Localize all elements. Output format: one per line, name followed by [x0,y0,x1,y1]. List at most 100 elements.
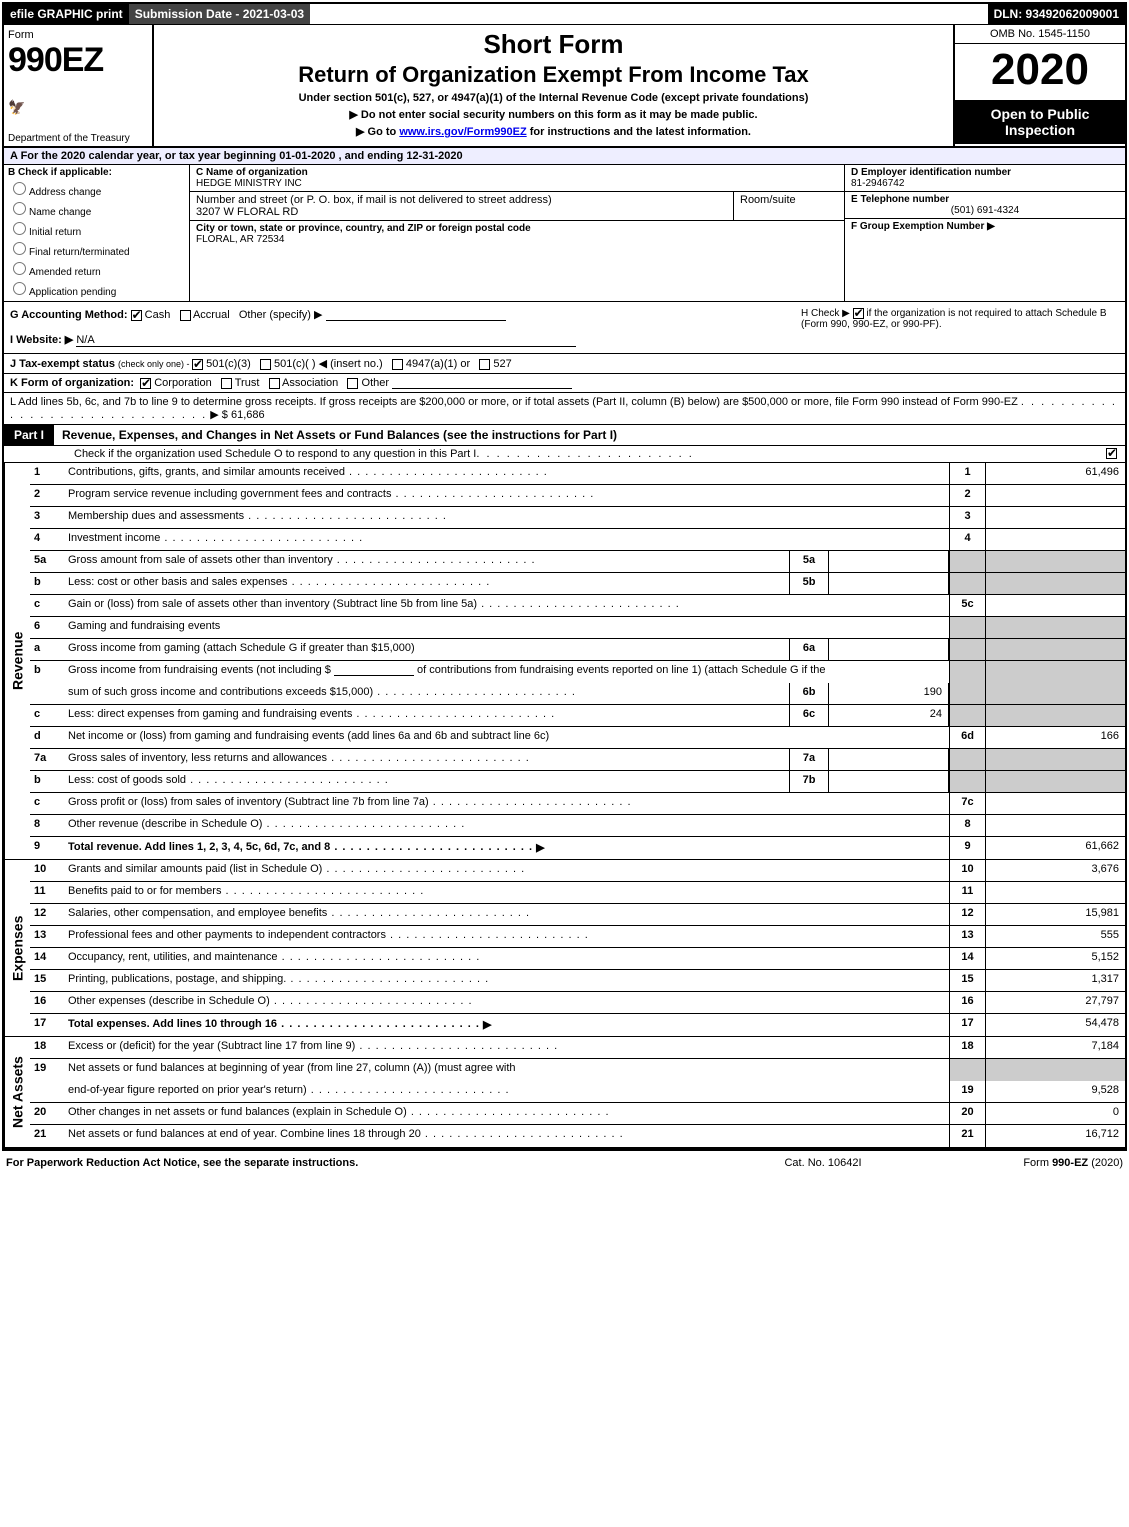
g-cash: Cash [145,309,171,321]
efile-print-button[interactable]: efile GRAPHIC print [4,4,129,24]
b-radio[interactable] [13,202,26,215]
b-radio[interactable] [13,242,26,255]
line-12: 12Salaries, other compensation, and empl… [30,904,1125,926]
h-pre: H Check ▶ [801,308,853,319]
website-value: N/A [76,334,576,347]
b-opt-pending[interactable]: Application pending [8,279,185,298]
j-501c-checkbox[interactable] [260,359,271,370]
line-10: 10Grants and similar amounts paid (list … [30,860,1125,882]
d-ein: D Employer identification number 81-2946… [845,165,1125,192]
amt-8 [985,815,1125,836]
ein-value: 81-2946742 [851,178,904,189]
j-4947-checkbox[interactable] [392,359,403,370]
line-13: 13Professional fees and other payments t… [30,926,1125,948]
block-b-c-def: B Check if applicable: Address change Na… [4,165,1125,302]
j-501c3-checkbox[interactable] [192,359,203,370]
b-radio[interactable] [13,222,26,235]
short-form-label: Short Form [162,29,945,60]
g-other-input[interactable] [326,309,506,321]
line-6a: a Gross income from gaming (attach Sched… [30,639,1125,661]
val-6c: 24 [829,705,949,726]
j-label: J Tax-exempt status [10,358,115,370]
footer-left: For Paperwork Reduction Act Notice, see … [6,1157,723,1169]
irs-link[interactable]: www.irs.gov/Form990EZ [399,126,526,138]
topbar: efile GRAPHIC print Submission Date - 20… [4,4,1125,25]
c-city-label: City or town, state or province, country… [196,223,531,234]
l-amount: ▶ $ 61,686 [210,409,264,421]
line-5c: c Gain or (loss) from sale of assets oth… [30,595,1125,617]
footer-right: Form 990-EZ (2020) [923,1157,1123,1169]
line-4: 4 Investment income 4 [30,529,1125,551]
k-other: Other [362,377,390,389]
k-assoc-checkbox[interactable] [269,378,280,389]
line-7a: 7a Gross sales of inventory, less return… [30,749,1125,771]
h-post: if the organization is not required to a… [866,308,1106,319]
b-radio[interactable] [13,262,26,275]
b-radio[interactable] [13,282,26,295]
b-opt-amended[interactable]: Amended return [8,259,185,278]
k-other-checkbox[interactable] [347,378,358,389]
l-text: L Add lines 5b, 6c, and 7b to line 9 to … [10,396,1018,408]
form-label: Form [8,29,148,41]
6b-contrib-input[interactable] [334,664,414,676]
amt-4 [985,529,1125,550]
form-page: efile GRAPHIC print Submission Date - 20… [2,2,1127,1151]
amt-16: 27,797 [985,992,1125,1013]
b-opt-initial[interactable]: Initial return [8,219,185,238]
line-14: 14Occupancy, rent, utilities, and mainte… [30,948,1125,970]
part1-dots: . . . . . . . . . . . . . . . . . . . . … [476,448,1106,460]
arrow-icon: ▶ [536,841,544,854]
e-phone: E Telephone number (501) 691-4324 [845,192,1125,219]
part1-badge: Part I [4,425,54,445]
j-527-checkbox[interactable] [479,359,490,370]
line-6d: d Net income or (loss) from gaming and f… [30,727,1125,749]
part1-sub: Check if the organization used Schedule … [4,446,1125,463]
h-checkbox[interactable] [853,308,864,319]
dln: DLN: 93492062009001 [988,4,1125,24]
omb-number: OMB No. 1545-1150 [955,25,1125,44]
c-name-row: C Name of organization HEDGE MINISTRY IN… [190,165,844,192]
j-4947: 4947(a)(1) or [406,358,470,370]
g-accrual-checkbox[interactable] [180,310,191,321]
amt-15: 1,317 [985,970,1125,991]
line-a: A For the 2020 calendar year, or tax yea… [4,148,1125,165]
b-opt-address[interactable]: Address change [8,179,185,198]
k-trust-checkbox[interactable] [221,378,232,389]
val-6b: 190 [829,683,949,704]
k-other-input[interactable] [392,377,572,389]
line-11: 11Benefits paid to or for members11 [30,882,1125,904]
g-accrual: Accrual [193,309,230,321]
line-17: 17Total expenses. Add lines 10 through 1… [30,1014,1125,1036]
b-opt-final[interactable]: Final return/terminated [8,239,185,258]
c-name-label: C Name of organization [196,167,308,178]
org-address: 3207 W FLORAL RD [196,206,298,218]
amt-9: 61,662 [985,837,1125,859]
b-heading: B Check if applicable: [8,167,185,178]
g-cash-checkbox[interactable] [131,310,142,321]
h-sub: (Form 990, 990-EZ, or 990-PF). [801,319,942,330]
amt-13: 555 [985,926,1125,947]
line-6b-2: sum of such gross income and contributio… [30,683,1125,705]
b-opt-name[interactable]: Name change [8,199,185,218]
expenses-grid: Expenses 10Grants and similar amounts pa… [4,860,1125,1037]
part1-checkbox[interactable] [1106,448,1117,459]
department: Department of the Treasury [8,133,130,144]
k-corp-checkbox[interactable] [140,378,151,389]
goto-line: ▶ Go to www.irs.gov/Form990EZ for instru… [162,125,945,138]
tax-year: 2020 [955,44,1125,100]
revenue-grid: Revenue 1 Contributions, gifts, grants, … [4,463,1125,860]
amt-17: 54,478 [985,1014,1125,1036]
line-15: 15Printing, publications, postage, and s… [30,970,1125,992]
net-assets-grid: Net Assets 18Excess or (deficit) for the… [4,1037,1125,1149]
amt-3 [985,507,1125,528]
amt-21: 16,712 [985,1125,1125,1147]
part1-header: Part I Revenue, Expenses, and Changes in… [4,425,1125,446]
f-group: F Group Exemption Number ▶ [845,219,1125,234]
amt-11 [985,882,1125,903]
revenue-rows: 1 Contributions, gifts, grants, and simi… [30,463,1125,859]
b-radio[interactable] [13,182,26,195]
irs-seal-icon: 🦅 [8,99,25,116]
header-right: OMB No. 1545-1150 2020 Open to Public In… [955,25,1125,146]
line-21: 21Net assets or fund balances at end of … [30,1125,1125,1147]
e-label: E Telephone number [851,194,949,205]
